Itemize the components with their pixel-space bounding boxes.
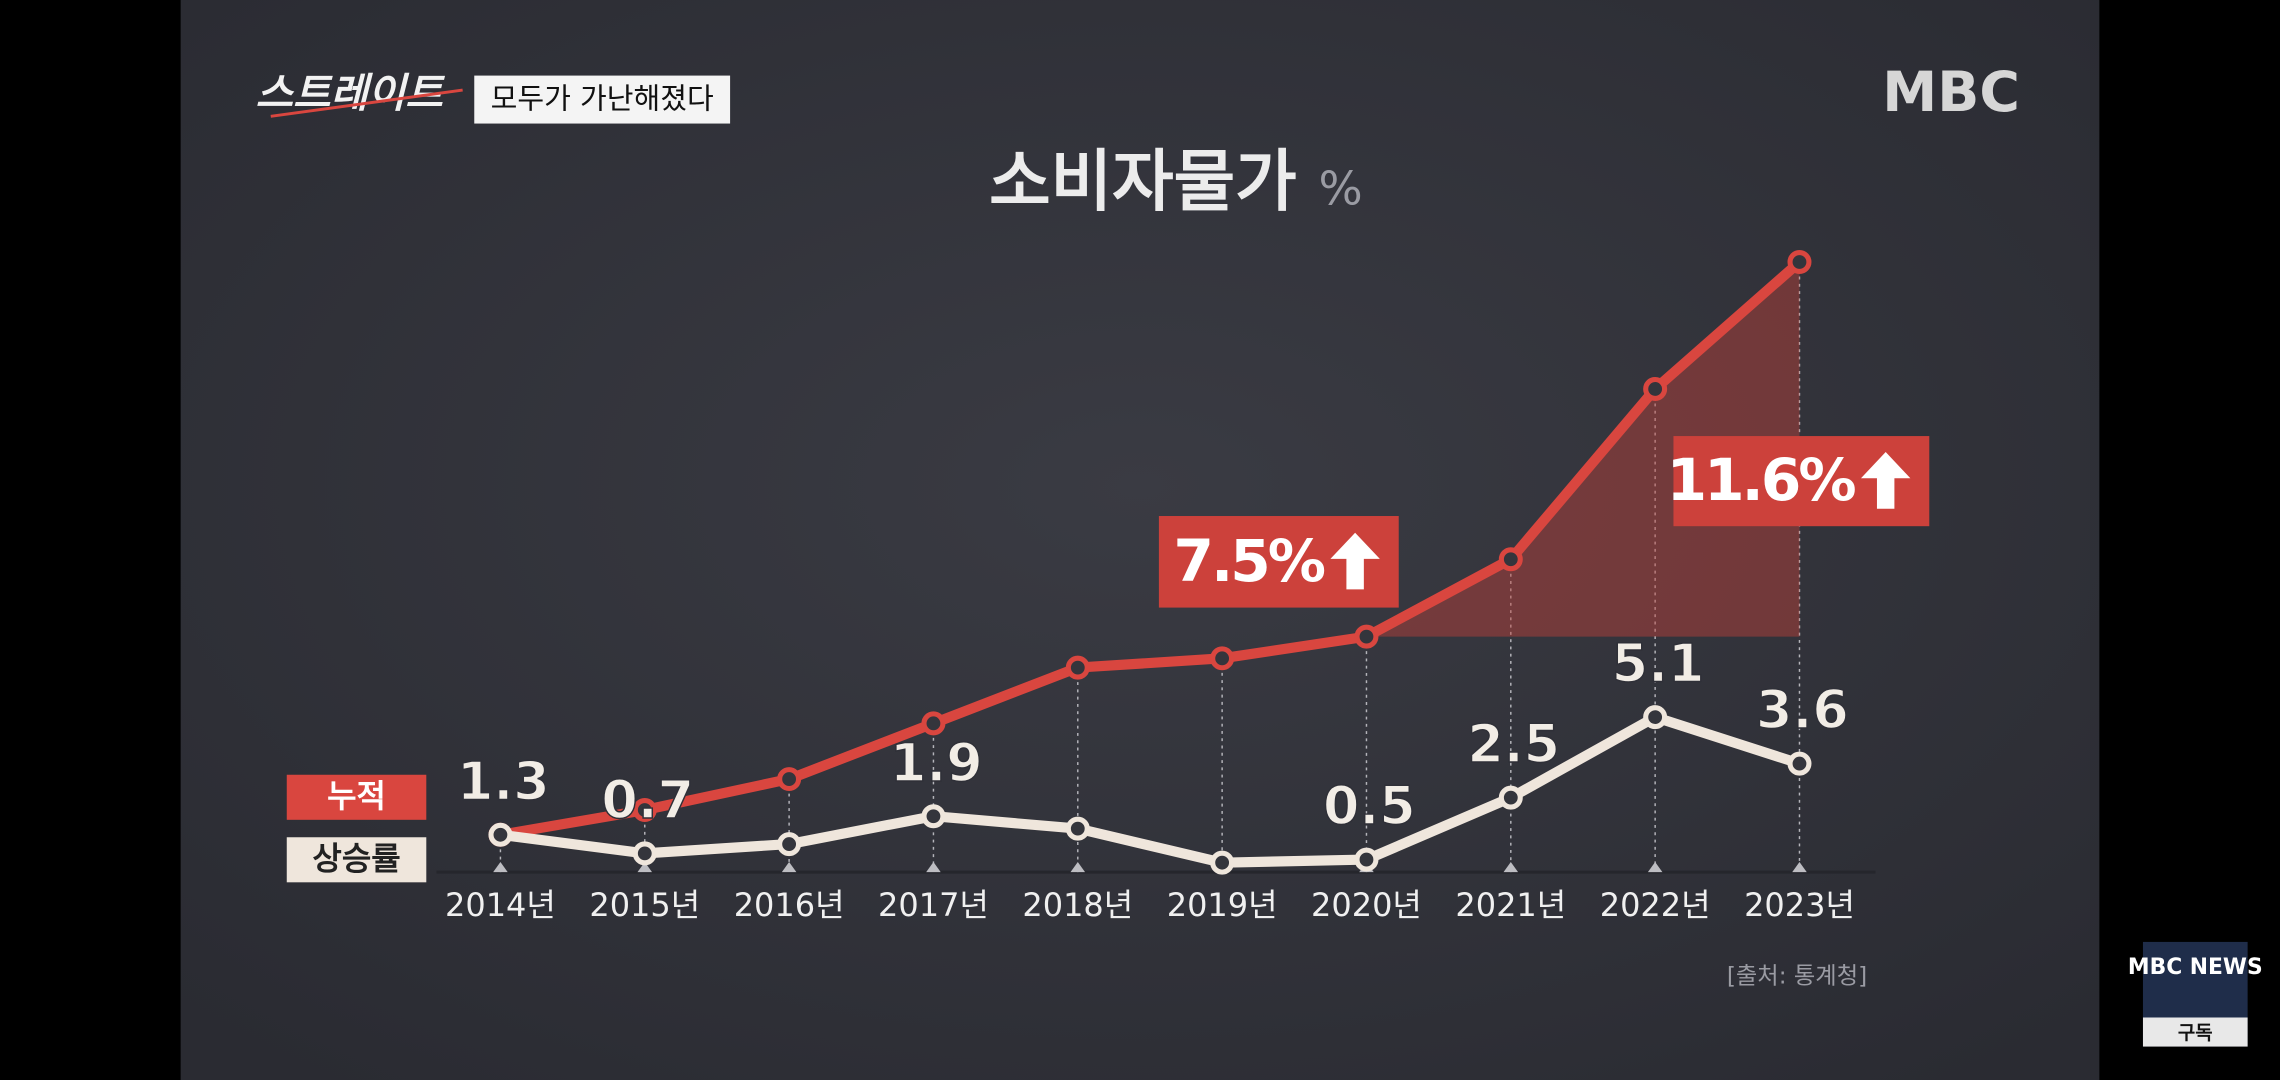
x-tick-label: 2022년 bbox=[1600, 886, 1711, 924]
legend-swatch bbox=[286, 774, 427, 820]
data-label: 3.6 bbox=[1756, 680, 1849, 741]
point bbox=[1643, 376, 1668, 401]
annotation: 11.6% bbox=[1667, 446, 1856, 514]
point bbox=[1787, 250, 1812, 275]
x-tick-label: 2014년 bbox=[445, 886, 556, 924]
source: [출처: 통계청] bbox=[1727, 962, 1867, 989]
point bbox=[777, 767, 802, 792]
headline-box bbox=[474, 75, 731, 124]
point bbox=[1354, 847, 1379, 872]
annotation-arrow bbox=[1330, 532, 1380, 590]
baseline-tick bbox=[1070, 861, 1086, 873]
series-line bbox=[499, 712, 1802, 868]
chart-title: 소비자물가 bbox=[989, 143, 1297, 221]
x-tick-label: 2021년 bbox=[1455, 886, 1566, 924]
data-label: 0.5 bbox=[1323, 776, 1416, 837]
point bbox=[1354, 624, 1379, 649]
baseline-tick bbox=[1503, 861, 1519, 873]
data-label: 1.3 bbox=[457, 751, 550, 812]
point bbox=[777, 832, 802, 857]
series-line bbox=[499, 258, 1803, 840]
chart: 2014년 2015년 2016년 2017년 2018년 2019년 2020년 2021년… bbox=[286, 250, 1930, 924]
data-label: 0.7 bbox=[601, 770, 694, 831]
baseline-tick bbox=[781, 861, 797, 873]
x-tick-label: 2023년 bbox=[1744, 886, 1855, 924]
point bbox=[1065, 816, 1090, 841]
data-label: 5.1 bbox=[1612, 634, 1705, 695]
x-tick-label: 2020년 bbox=[1311, 886, 1422, 924]
point bbox=[1498, 785, 1523, 810]
growth-area bbox=[1366, 262, 1800, 637]
point bbox=[1787, 751, 1812, 776]
legend-label: 누적 bbox=[327, 777, 386, 815]
point bbox=[632, 798, 657, 823]
show-logo: 스트레이트 bbox=[256, 69, 446, 117]
panel bbox=[180, 0, 2100, 1080]
point bbox=[1210, 646, 1235, 671]
x-tick-label: 2015년 bbox=[589, 886, 700, 924]
legend-swatch bbox=[286, 837, 427, 883]
point bbox=[632, 841, 657, 866]
point bbox=[921, 711, 946, 736]
point bbox=[1498, 547, 1523, 572]
subscribe-bar bbox=[2142, 1017, 2248, 1047]
data-label: 1.9 bbox=[890, 733, 983, 794]
annotation: 7.5% bbox=[1174, 527, 1325, 595]
logo-stroke bbox=[270, 88, 463, 118]
subscribe-label[interactable]: 구독 bbox=[2178, 1022, 2213, 1044]
x-tick-label: 2016년 bbox=[734, 886, 845, 924]
baseline-tick bbox=[926, 861, 941, 873]
channel-logo: MBC bbox=[1882, 61, 2020, 125]
data-label: 2.5 bbox=[1467, 714, 1560, 775]
x-tick-label: 2018년 bbox=[1022, 886, 1133, 924]
point bbox=[1210, 850, 1235, 875]
point bbox=[921, 804, 946, 829]
baseline-tick bbox=[493, 861, 508, 873]
baseline-tick bbox=[637, 861, 653, 873]
point bbox=[1065, 655, 1090, 680]
headline: 모두가 가난해졌다 bbox=[491, 81, 714, 115]
point bbox=[1643, 705, 1668, 730]
point bbox=[488, 822, 513, 847]
annotation-arrow bbox=[1860, 452, 1911, 509]
baseline-tick bbox=[1647, 861, 1663, 873]
x-tick-label: 2017년 bbox=[878, 886, 989, 924]
baseline-tick bbox=[1792, 861, 1807, 873]
x-tick-label: 2019년 bbox=[1167, 886, 1278, 924]
legend-label: 상승률 bbox=[312, 840, 400, 878]
subscribe-brand: MBC NEWS bbox=[2128, 955, 2263, 980]
unit: % bbox=[1318, 161, 1362, 215]
